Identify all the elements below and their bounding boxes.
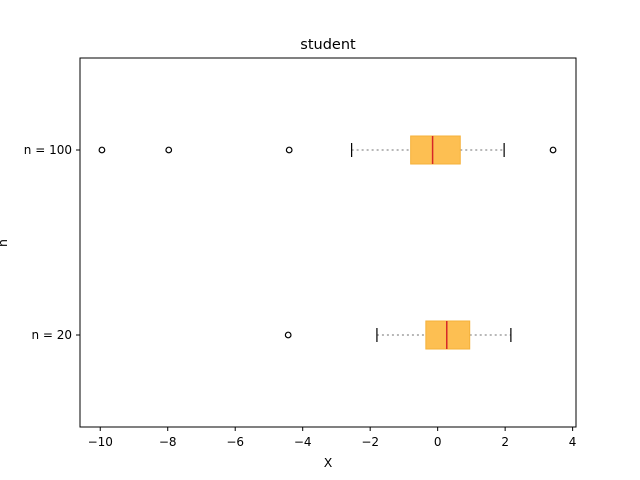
chart-title: student: [300, 37, 356, 53]
y-axis-label: n: [0, 239, 10, 247]
x-tick-label-1: −10: [88, 435, 113, 449]
x-axis-label: X: [324, 455, 333, 470]
series-2-box: [425, 320, 471, 350]
x-tick-label-8: 4: [569, 435, 577, 449]
x-tick-label-5: −2: [361, 435, 379, 449]
x-tick-label-6: 0: [434, 435, 442, 449]
series-1-box: [410, 135, 461, 165]
plot-frame: [79, 57, 577, 428]
x-tick-label-2: −8: [159, 435, 177, 449]
plot-area: n = 100 n = 20 −10 −8 −6 −4 −2 0 2 4: [24, 57, 577, 449]
series-2-flier-1: [284, 331, 292, 339]
series-2-y-tick-label: n = 20: [31, 328, 72, 342]
series-1-flier-3: [285, 146, 293, 154]
x-tick-label-7: 2: [501, 435, 509, 449]
series-1-flier-1: [98, 146, 106, 154]
series-1-flier-2: [165, 146, 173, 154]
series-1-y-tick-label: n = 100: [24, 143, 72, 157]
x-tick-label-4: −4: [294, 435, 312, 449]
x-tick-label-3: −6: [226, 435, 244, 449]
series-1-flier-4: [549, 146, 557, 154]
